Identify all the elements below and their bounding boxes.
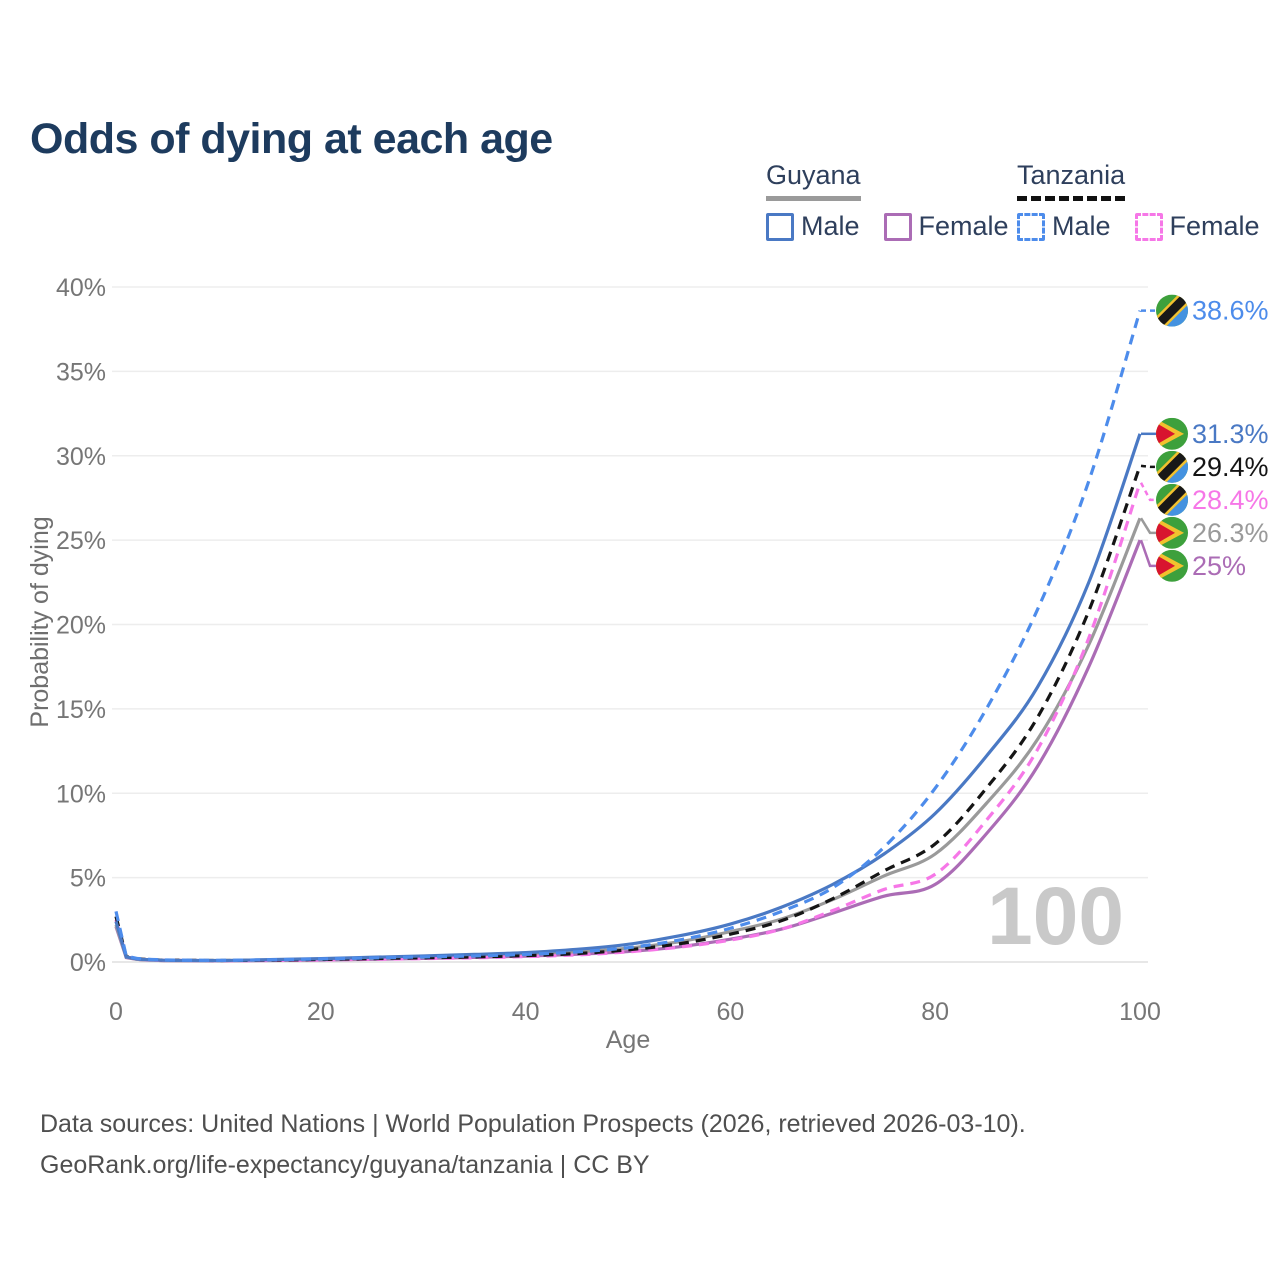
- x-tick-label: 60: [716, 998, 744, 1026]
- x-tick-label: 20: [307, 998, 335, 1026]
- end-label-connector: [1139, 517, 1156, 535]
- legend-country-tanzania[interactable]: Tanzania: [1017, 160, 1126, 201]
- y-tick-label: 30%: [56, 443, 106, 471]
- end-label-connector: [1140, 464, 1156, 469]
- y-tick-label: 15%: [56, 696, 106, 724]
- end-value-label-guyana-female: 25%: [1192, 551, 1246, 581]
- y-tick-label: 10%: [56, 780, 106, 808]
- tanzania-flag-icon: [1156, 450, 1188, 483]
- end-value-label-tanzania-female: 28.4%: [1192, 485, 1269, 515]
- legend-checkbox-guyana-male[interactable]: [766, 212, 794, 241]
- chart-footer: Data sources: United Nations | World Pop…: [40, 1104, 1026, 1186]
- x-tick-label: 100: [1119, 998, 1161, 1026]
- legend-group-tanzania: Tanzania Male Female: [1017, 160, 1260, 242]
- legend-group-guyana: Guyana Male Female: [766, 160, 1009, 242]
- legend-checkbox-tanzania-female[interactable]: [1134, 212, 1163, 241]
- legend-label-guyana-male: Male: [801, 211, 860, 241]
- end-value-label-guyana-both-sexes: 26.3%: [1192, 518, 1269, 548]
- end-label-connector: [1139, 482, 1156, 502]
- legend-item-guyana-female[interactable]: Female: [883, 211, 1009, 242]
- legend-checkbox-tanzania-male[interactable]: [1017, 212, 1045, 241]
- y-tick-label: 5%: [70, 865, 106, 893]
- y-tick-label: 40%: [56, 274, 106, 302]
- y-tick-label: 35%: [56, 358, 106, 386]
- chart-plot-area[interactable]: 0% 5% 10% 15% 20% 25% 30% 35% 40% 0 20 40 60 80 100 Age…: [0, 0, 1280, 1070]
- y-tick-label: 20%: [56, 612, 106, 640]
- data-sources-line: Data sources: United Nations | World Pop…: [40, 1110, 1026, 1138]
- legend-checkbox-guyana-female[interactable]: [883, 212, 912, 241]
- tanzania-flag-icon: [1156, 483, 1188, 516]
- y-tick-label: 0%: [70, 949, 106, 977]
- guyana-flag-icon: [1156, 549, 1188, 582]
- legend-item-tanzania-female[interactable]: Female: [1134, 211, 1260, 242]
- x-tick-label: 40: [512, 998, 540, 1026]
- legend-label-tanzania-male: Male: [1052, 211, 1111, 241]
- guyana-flag-icon: [1156, 417, 1188, 450]
- guyana-flag-icon: [1156, 516, 1188, 549]
- y-tick-label: 25%: [56, 527, 106, 555]
- legend-label-guyana-female: Female: [918, 211, 1009, 241]
- tanzania-flag-icon: [1156, 294, 1188, 327]
- x-tick-label: 80: [921, 998, 949, 1026]
- end-value-label-tanzania-male: 38.6%: [1192, 296, 1269, 326]
- legend-label-tanzania-female: Female: [1169, 211, 1260, 241]
- end-value-label-tanzania-both-sexes: 29.4%: [1192, 452, 1269, 482]
- x-axis-title: Age: [606, 1026, 650, 1054]
- hover-age-watermark: 100: [987, 871, 1124, 962]
- legend-country-guyana[interactable]: Guyana: [766, 160, 861, 201]
- y-axis-title: Probability of dying: [26, 516, 54, 727]
- end-value-label-guyana-male: 31.3%: [1192, 419, 1269, 449]
- attribution-line: GeoRank.org/life-expectancy/guyana/tanza…: [40, 1151, 650, 1179]
- page-title: Odds of dying at each age: [30, 114, 553, 163]
- x-tick-label: 0: [109, 998, 123, 1026]
- legend-item-tanzania-male[interactable]: Male: [1017, 211, 1111, 242]
- series-line-tanzania-female: [114, 482, 1142, 963]
- legend-item-guyana-male[interactable]: Male: [766, 211, 860, 242]
- series-line-tanzania-both-sexes: [114, 465, 1142, 963]
- end-label-connector: [1139, 539, 1156, 568]
- series-line-tanzania-male: [114, 310, 1142, 962]
